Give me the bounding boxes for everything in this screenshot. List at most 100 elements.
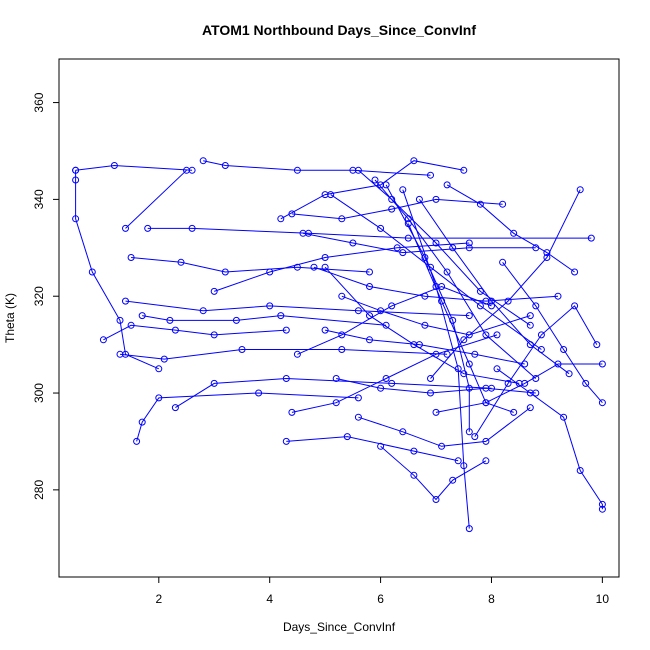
series-line [131,257,370,273]
data-point [598,399,606,407]
data-point [343,433,351,441]
data-point [443,268,451,276]
data-point [449,476,457,484]
data-point [499,200,507,208]
data-point [354,394,362,402]
data-point [160,355,168,363]
series-11 [133,389,362,445]
data-point [410,447,418,455]
series-1 [72,166,163,373]
data-point [465,428,473,436]
x-axis: 2 4 6 8 10 [155,577,609,606]
data-point [277,215,285,223]
data-point [116,350,124,358]
data-point [332,375,340,382]
series-7 [122,297,473,320]
data-point [427,375,434,382]
data-point [482,331,490,339]
series-32 [354,404,534,450]
data-point [332,399,340,407]
series-37 [493,365,606,513]
series-6 [127,254,373,276]
data-point [138,312,146,320]
data-point [465,360,473,368]
chart-title: ATOM1 Northbound Days_Since_ConvInf [202,22,476,38]
data-point [288,408,296,416]
data-point [382,321,390,329]
series-25 [382,181,473,436]
data-point [338,346,346,353]
data-point [310,263,318,271]
y-tick-label: 300 [32,383,46,403]
series-line [291,198,503,220]
data-point [171,326,179,334]
data-point [432,195,440,203]
series-line [313,266,559,302]
data-point [432,496,440,503]
series-13 [282,433,462,465]
data-point [576,186,584,194]
data-point [388,302,396,310]
series-28 [415,195,573,378]
data-point [571,268,579,276]
series-4 [122,166,190,232]
data-point [377,384,385,392]
data-point [266,302,274,310]
data-point [482,399,490,407]
data-point [338,215,346,223]
data-point [266,268,274,276]
data-point [554,360,562,368]
data-point [282,437,290,445]
data-point [476,200,484,208]
data-point [598,500,606,508]
x-tick-label: 6 [377,592,384,606]
data-point [443,350,451,358]
series-line [358,169,531,326]
data-point [560,346,568,353]
data-point [443,181,451,189]
data-point [432,408,440,416]
data-point [293,166,301,174]
data-point [72,166,80,174]
data-point [510,408,518,416]
series-line [286,436,459,462]
data-point [421,321,429,329]
plot-frame [58,58,620,578]
data-point [449,244,457,252]
data-point [371,176,379,184]
data-point [504,297,512,305]
data-point [388,379,396,387]
data-point [377,224,385,232]
y-axis: 280 300 320 340 360 [32,92,59,500]
series-3 [199,157,434,179]
data-point [210,379,218,387]
series-38 [499,258,606,407]
series-line [407,223,514,413]
series-line [330,194,542,350]
data-point [349,239,357,247]
data-point [116,316,124,324]
data-point [587,234,595,242]
data-point [366,283,373,290]
series-line [214,242,470,292]
data-point [493,331,501,339]
series-14 [210,239,473,295]
series-26 [399,186,473,533]
data-point [338,292,346,300]
data-point [482,384,490,392]
data-point [171,404,179,412]
series-line [203,160,431,176]
data-point [288,210,296,218]
data-point [155,365,163,373]
data-point [560,413,568,421]
data-point [598,360,606,368]
data-point [321,326,329,334]
data-point [133,437,141,445]
data-point [432,283,440,290]
data-point [188,224,196,232]
series-line [402,189,470,529]
data-point [432,239,440,247]
data-point [382,181,390,189]
series-8 [138,312,390,329]
